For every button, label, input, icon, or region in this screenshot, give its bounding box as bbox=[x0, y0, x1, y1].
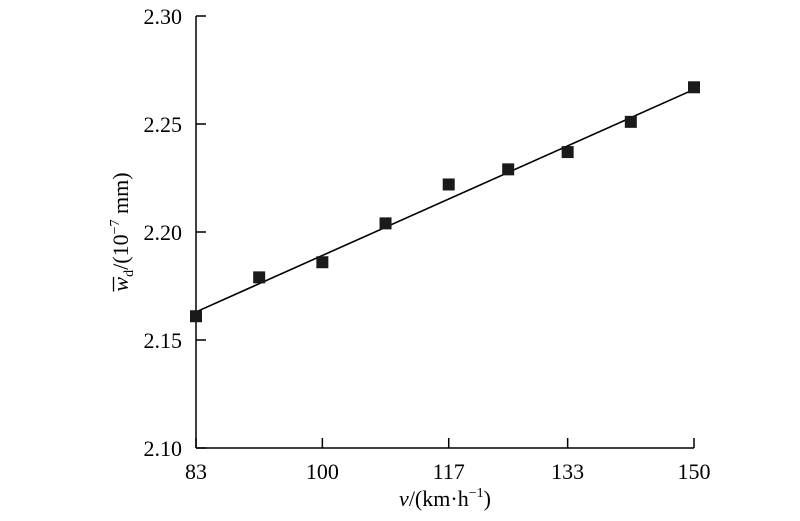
y-axis-unit-exponent: −7 bbox=[108, 220, 123, 235]
data-point bbox=[190, 310, 202, 323]
x-axis-unit-close: ) bbox=[484, 486, 491, 511]
x-tick-label: 100 bbox=[306, 459, 339, 484]
x-tick-label: 133 bbox=[551, 459, 584, 484]
data-point bbox=[561, 146, 574, 159]
data-point bbox=[316, 256, 329, 269]
data-point bbox=[253, 271, 266, 284]
data-markers bbox=[190, 81, 700, 323]
y-ticks: 2.10 2.15 2.20 2.25 2.30 bbox=[144, 4, 206, 461]
x-axis-unit-exponent: −1 bbox=[469, 486, 484, 501]
y-tick-label: 2.30 bbox=[144, 4, 183, 29]
y-tick-label: 2.25 bbox=[144, 112, 183, 137]
x-ticks: 83 100 117 133 150 bbox=[185, 438, 711, 484]
x-axis-unit: /(km·h bbox=[409, 486, 469, 511]
y-tick-label: 2.10 bbox=[144, 436, 183, 461]
x-tick-label: 83 bbox=[185, 459, 207, 484]
data-point bbox=[442, 178, 455, 191]
data-point bbox=[624, 115, 637, 128]
y-axis-variable: w bbox=[108, 277, 133, 292]
y-axis-unit-rest: mm) bbox=[108, 172, 133, 219]
x-axis-title: v/(km·h−1) bbox=[399, 486, 491, 511]
x-tick-label: 150 bbox=[678, 459, 711, 484]
data-point bbox=[502, 163, 515, 176]
y-axis-title-group: wd/(10−7 mm) bbox=[108, 172, 137, 292]
data-point bbox=[688, 81, 700, 94]
x-axis-variable: v bbox=[399, 486, 409, 511]
x-tick-label: 117 bbox=[433, 459, 465, 484]
y-axis-unit: /(10 bbox=[108, 234, 133, 269]
y-axis-title: wd/(10−7 mm) bbox=[108, 172, 137, 291]
y-axis-variable-subscript: d bbox=[122, 270, 137, 277]
y-tick-label: 2.20 bbox=[144, 220, 183, 245]
axes bbox=[195, 16, 694, 449]
data-point bbox=[379, 217, 392, 230]
y-tick-label: 2.15 bbox=[144, 328, 183, 353]
fit-line bbox=[195, 88, 695, 313]
